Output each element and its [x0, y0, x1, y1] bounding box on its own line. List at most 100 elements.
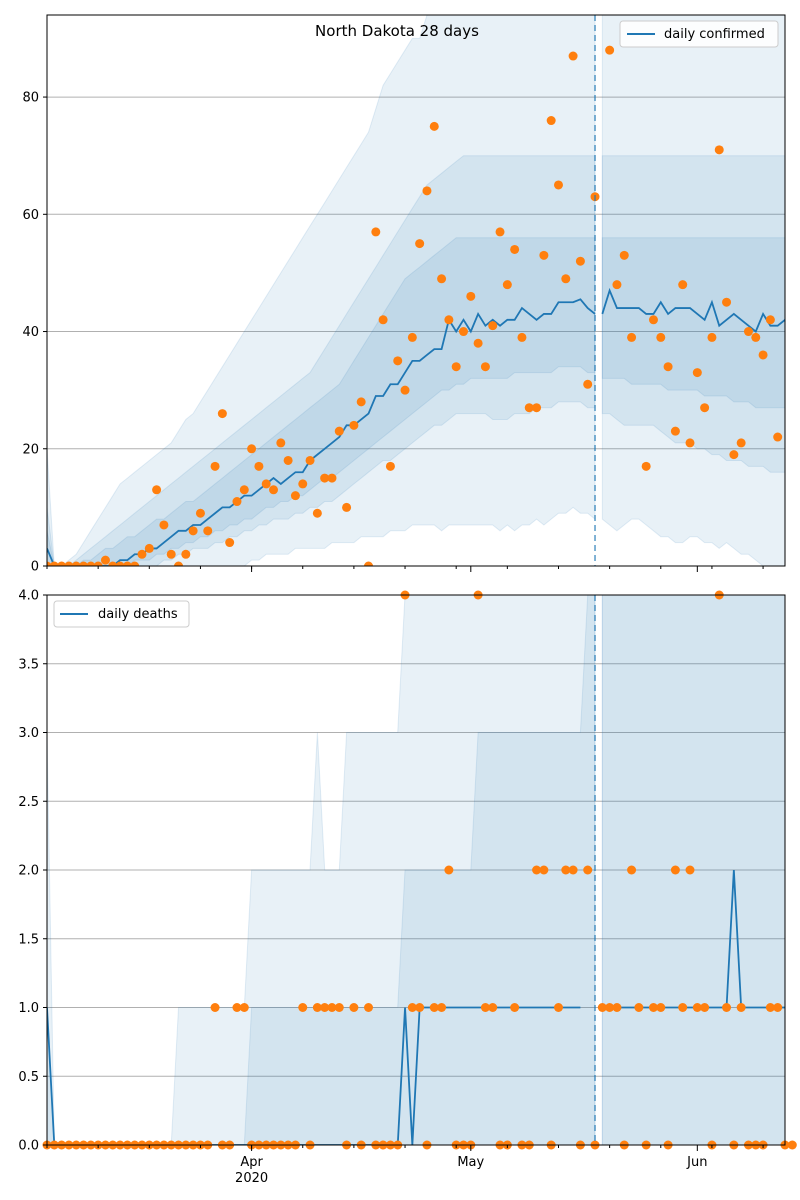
observed-point [605, 45, 615, 55]
observed-point [787, 1140, 797, 1150]
observed-point [64, 561, 74, 566]
observed-point [605, 1003, 615, 1012]
observed-point [57, 561, 67, 566]
y-tick-label: 0.0 [18, 1139, 39, 1154]
observed-point [108, 561, 118, 566]
observed-point [532, 403, 542, 413]
observed-point [714, 145, 724, 155]
observed-point [597, 1003, 607, 1012]
observed-point [473, 338, 483, 348]
x-tick-label: Jun [686, 1155, 707, 1170]
observed-point [736, 438, 746, 448]
observed-point [122, 561, 132, 566]
observed-point [195, 508, 205, 518]
observed-point [451, 362, 461, 372]
observed-point [320, 473, 330, 483]
observed-point [429, 121, 439, 131]
observed-point [115, 561, 125, 566]
observed-point [619, 250, 629, 260]
observed-point [312, 508, 322, 518]
observed-point [583, 865, 593, 875]
observed-point [444, 865, 454, 875]
observed-point [232, 1003, 242, 1012]
observed-point [736, 1003, 746, 1012]
observed-point [276, 438, 286, 448]
observed-point [612, 280, 622, 290]
y-tick-label: 4.0 [18, 589, 39, 604]
observed-point [239, 1003, 249, 1012]
observed-point [627, 332, 637, 342]
observed-point [539, 250, 549, 260]
observed-point [137, 549, 147, 559]
observed-point [751, 332, 761, 342]
observed-point [502, 280, 512, 290]
confirmed-y-axis: 0 20 40 60 80 [22, 91, 47, 575]
observed-point [290, 491, 300, 501]
observed-point [422, 186, 432, 196]
observed-point [393, 356, 403, 366]
observed-point [627, 865, 637, 875]
y-tick-label: 1.5 [18, 932, 39, 947]
observed-point [480, 1003, 490, 1012]
observed-point [225, 538, 235, 548]
observed-point [203, 526, 213, 536]
observed-point [678, 280, 688, 290]
observed-point [758, 350, 768, 360]
observed-point [415, 239, 425, 249]
observed-point [217, 409, 227, 419]
observed-point [561, 274, 571, 284]
observed-point [685, 438, 695, 448]
observed-point [612, 1003, 622, 1012]
observed-point [86, 561, 96, 566]
observed-point [648, 1003, 658, 1012]
confirmed-panel: 0 20 40 60 80 North Dakota 28 days daily con… [22, 14, 786, 575]
observed-point [722, 1003, 732, 1012]
observed-point [670, 426, 680, 436]
observed-point [517, 332, 527, 342]
observed-point [349, 420, 359, 430]
observed-point [159, 520, 169, 530]
confirmed-legend-label: daily confirmed [664, 27, 765, 42]
observed-point [298, 479, 308, 489]
observed-point [210, 1003, 220, 1012]
observed-point [188, 526, 198, 536]
observed-point [71, 561, 81, 566]
observed-point [700, 1003, 710, 1012]
observed-point [539, 865, 549, 875]
observed-point [254, 461, 264, 471]
y-tick-label: 20 [22, 442, 39, 457]
observed-point [765, 315, 775, 325]
observed-point [575, 256, 585, 266]
observed-point [568, 865, 578, 875]
confirmed-gridlines [47, 96, 785, 450]
observed-point [568, 51, 578, 61]
observed-point [312, 1003, 322, 1012]
observed-point [480, 362, 490, 372]
observed-point [458, 327, 468, 337]
observed-point [532, 865, 542, 875]
observed-point [444, 315, 454, 325]
deaths-legend-box [53, 600, 190, 628]
y-tick-label: 2.5 [18, 795, 39, 810]
observed-point [166, 549, 176, 559]
observed-point [641, 461, 651, 471]
observed-point [692, 1003, 702, 1012]
confirmed-plot-frame [46, 14, 786, 567]
observed-point [261, 479, 271, 489]
observed-point [152, 485, 162, 495]
observed-point [553, 180, 563, 190]
observed-point [656, 1003, 666, 1012]
observed-point [327, 1003, 337, 1012]
observed-point [93, 561, 103, 566]
observed-point [663, 362, 673, 372]
confirmed-legend-box [619, 20, 779, 48]
observed-point [174, 561, 184, 566]
observed-point [364, 561, 374, 566]
observed-point [305, 455, 315, 465]
observed-point [561, 865, 571, 875]
observed-point [729, 450, 739, 460]
confirmed-observed-points [47, 45, 783, 566]
